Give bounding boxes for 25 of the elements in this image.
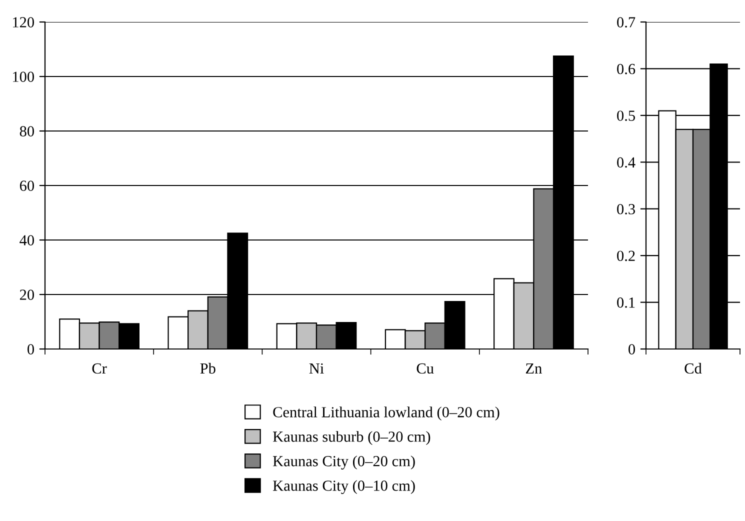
y-tick-label: 40: [20, 235, 34, 246]
x-tick-label: Cu: [416, 363, 434, 374]
x-tick-label: Zn: [526, 363, 542, 374]
y-tick-label: 0.7: [617, 17, 636, 28]
x-tick-label: Pb: [200, 362, 216, 374]
x-tick-label: Ni: [309, 363, 324, 374]
y-tick-label: 20: [20, 290, 34, 300]
y-tick-label: 100: [13, 72, 34, 82]
y-tick-label: 0: [628, 344, 635, 354]
y-tick-label: 0.3: [617, 204, 635, 214]
y-tick-label: 120: [13, 17, 34, 28]
x-tick-label: Cr: [92, 363, 107, 374]
legend-label: Kaunas City (0–10 cm): [272, 480, 415, 494]
y-tick-label: 0.2: [617, 250, 635, 262]
legend-label: Central Lithuania lowland (0–20 cm): [273, 406, 500, 420]
y-tick-label: 0.6: [617, 64, 636, 74]
y-tick-label: 0: [28, 344, 34, 354]
y-tick-label: 80: [20, 126, 34, 136]
y-tick-label: 0.1: [617, 297, 635, 308]
y-tick-label: 0.4: [617, 157, 636, 168]
legend-label: Kaunas suburb (0–20 cm): [272, 431, 430, 445]
legend-label: Kaunas City (0–20 cm): [272, 456, 415, 470]
y-tick-label: 0.5: [617, 110, 635, 121]
y-tick-label: 60: [20, 180, 34, 191]
x-tick-label: Cd: [684, 362, 702, 374]
